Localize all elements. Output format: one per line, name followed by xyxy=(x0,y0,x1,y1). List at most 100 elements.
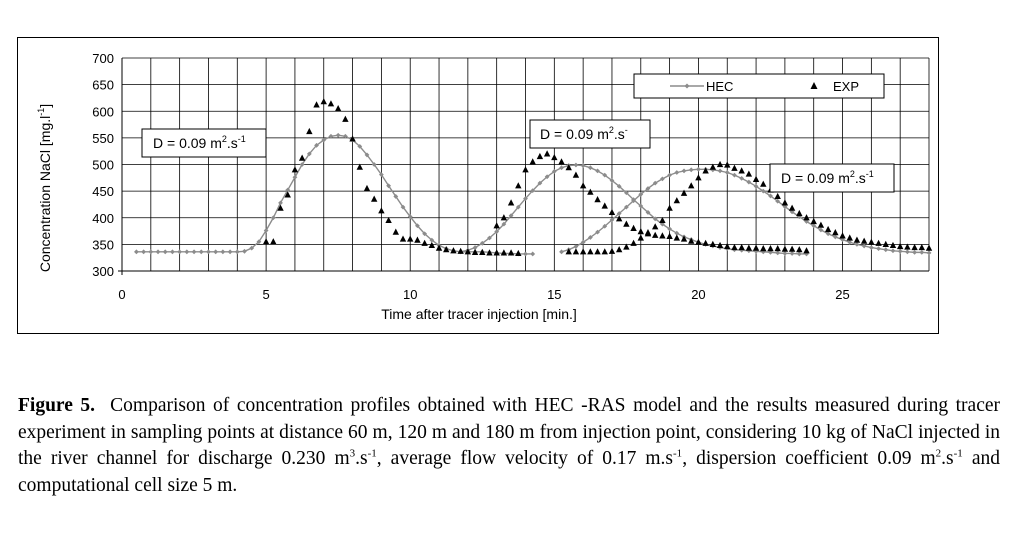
caption-text-3: , average flow velocity of 0.17 m.s xyxy=(376,448,674,469)
exp-point xyxy=(767,245,774,252)
exp-point xyxy=(695,238,702,245)
hec-point xyxy=(904,249,910,255)
exp-point xyxy=(342,115,349,122)
hec-point xyxy=(162,249,168,255)
hec-point xyxy=(198,249,204,255)
hec-point xyxy=(681,168,687,174)
exp-point xyxy=(435,244,443,251)
hec-point xyxy=(537,180,543,186)
exp-point xyxy=(262,238,270,245)
exp-point xyxy=(911,243,918,251)
hec-point xyxy=(912,249,917,255)
caption-sup-5: -1 xyxy=(953,447,963,460)
hec-point xyxy=(623,190,629,196)
hec-point xyxy=(832,234,838,240)
annotation-1-text: D = 0.09 m2.s-1 xyxy=(153,134,246,151)
annotation-3: D = 0.09 m2.s-1 xyxy=(769,163,895,193)
exp-point xyxy=(399,235,407,242)
hec-point xyxy=(559,249,564,255)
exp-point xyxy=(738,243,745,251)
exp-point xyxy=(832,229,839,236)
y-tick-label: 400 xyxy=(92,211,114,226)
hec-point xyxy=(335,132,341,138)
exp-point xyxy=(479,248,486,255)
exp-point xyxy=(493,222,500,229)
exp-point xyxy=(558,158,565,165)
hec-point xyxy=(919,249,925,255)
caption-sup-2: -1 xyxy=(367,447,377,460)
exp-point xyxy=(356,163,363,170)
exp-point xyxy=(666,232,673,239)
hec-point xyxy=(631,198,636,204)
hec-point xyxy=(501,221,507,227)
hec-point xyxy=(587,165,593,171)
axes: 300 350 400 450 500 550 600 650 700 0 5 10 15 20 25 xyxy=(92,51,929,302)
exp-point xyxy=(615,215,623,222)
exp-point xyxy=(882,240,889,247)
hec-point xyxy=(818,227,824,233)
exp-point xyxy=(464,248,472,255)
exp-point xyxy=(644,229,652,236)
caption-text-4: , dispersion coefficient 0.09 m xyxy=(682,448,936,469)
hec-point xyxy=(213,249,219,255)
exp-point xyxy=(803,247,810,254)
y-tick-label: 450 xyxy=(92,184,114,199)
hec-point xyxy=(739,175,745,181)
hec-point xyxy=(674,170,680,175)
exp-point xyxy=(659,232,666,239)
exp-point xyxy=(803,214,810,221)
exp-point xyxy=(680,189,688,196)
hec-point xyxy=(206,249,211,255)
hec-point xyxy=(292,174,298,180)
exp-point xyxy=(270,238,277,245)
exp-point xyxy=(896,242,904,250)
exp-point xyxy=(493,249,500,256)
hec-point xyxy=(609,178,615,183)
exp-point xyxy=(522,166,529,173)
hec-point xyxy=(494,229,500,234)
legend-hec-marker xyxy=(684,83,690,89)
exp-point xyxy=(774,245,781,252)
exp-point xyxy=(515,182,522,189)
exp-point xyxy=(515,249,522,257)
legend-hec-label: HEC xyxy=(706,79,733,94)
hec-point xyxy=(667,226,673,232)
hec-point xyxy=(724,170,730,175)
exp-point xyxy=(716,241,724,249)
exp-point xyxy=(760,245,767,252)
annotation-2: D = 0.09 m2.s- xyxy=(529,119,651,149)
exp-point xyxy=(925,244,933,251)
exp-point xyxy=(450,247,457,254)
hec-point xyxy=(696,166,701,172)
hec-point xyxy=(508,213,514,219)
y-axis-label: Concentration NaCl [mg.l-1] xyxy=(36,104,53,272)
caption-sup-4: 2 xyxy=(935,447,942,460)
concentration-chart: 300 350 400 450 500 550 600 650 700 0 5 10 15 20 25 Co… xyxy=(36,51,933,322)
exp-point xyxy=(349,135,356,142)
hec-point xyxy=(861,243,867,249)
x-tick-label: 25 xyxy=(835,287,849,302)
hec-point xyxy=(623,204,629,210)
hec-point xyxy=(595,168,600,174)
exp-point xyxy=(378,207,385,214)
hec-point xyxy=(227,249,233,255)
hec-point xyxy=(602,223,608,229)
hec-point xyxy=(523,251,528,257)
hec-point xyxy=(328,133,334,139)
hec-point xyxy=(170,249,175,255)
hec-point xyxy=(602,172,608,178)
exp-point xyxy=(551,153,558,161)
hec-point xyxy=(422,231,428,237)
exp-point xyxy=(334,104,342,112)
y-tick-label: 700 xyxy=(92,51,114,66)
exp-point xyxy=(709,163,717,170)
hec-point xyxy=(746,179,752,185)
exp-point xyxy=(543,150,551,157)
exp-point xyxy=(572,248,580,255)
exp-point xyxy=(702,167,709,174)
exp-point xyxy=(724,242,731,250)
hec-point xyxy=(587,235,593,240)
hec-point xyxy=(256,239,262,245)
exp-point xyxy=(702,239,709,246)
caption-sup-3: -1 xyxy=(673,447,683,460)
